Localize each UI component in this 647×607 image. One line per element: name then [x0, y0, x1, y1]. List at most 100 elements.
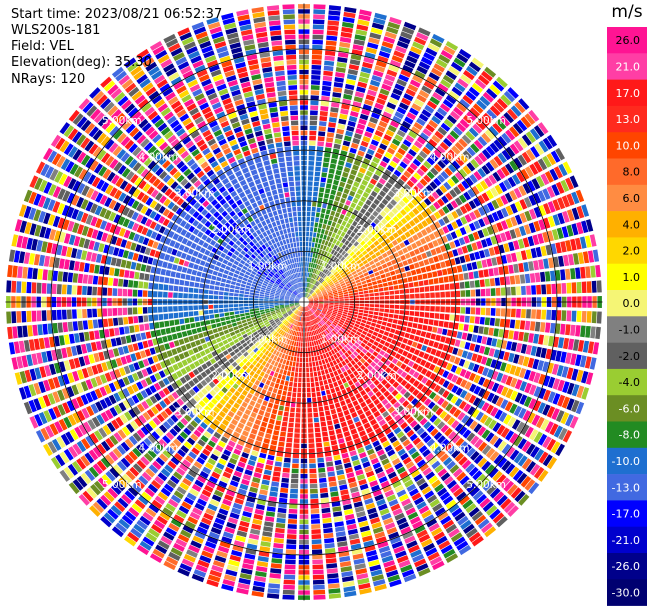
velocity-gate: [563, 337, 570, 350]
velocity-gate: [412, 275, 418, 281]
velocity-gate: [341, 571, 353, 578]
velocity-gate: [503, 265, 509, 275]
velocity-gate: [503, 480, 515, 492]
velocity-gate: [349, 278, 355, 283]
velocity-gate: [313, 286, 317, 291]
velocity-gate: [325, 45, 336, 51]
velocity-gate: [365, 170, 373, 178]
velocity-gate: [440, 261, 446, 269]
velocity-gate: [443, 276, 449, 283]
velocity-gate: [310, 351, 314, 357]
velocity-gate: [536, 284, 542, 295]
velocity-gate: [287, 427, 294, 433]
velocity-gate: [399, 355, 406, 362]
velocity-gate: [195, 339, 201, 346]
velocity-gate: [376, 279, 382, 284]
velocity-gate: [312, 201, 317, 207]
velocity-gate: [306, 267, 309, 272]
velocity-gate: [409, 176, 418, 184]
velocity-gate: [334, 273, 340, 278]
velocity-gate: [340, 176, 347, 183]
velocity-gate: [347, 236, 353, 242]
velocity-gate: [323, 234, 327, 240]
velocity-gate: [307, 181, 313, 186]
velocity-gate: [575, 354, 582, 367]
velocity-gate: [324, 405, 330, 411]
velocity-gate: [318, 296, 324, 299]
velocity-gate: [406, 55, 418, 64]
velocity-gate: [366, 342, 373, 348]
velocity-gate: [312, 285, 315, 290]
velocity-gate: [315, 311, 319, 316]
velocity-gate: [335, 67, 346, 73]
velocity-gate: [418, 27, 431, 37]
velocity-gate: [279, 358, 284, 364]
velocity-gate: [472, 197, 481, 207]
velocity-gate: [296, 408, 301, 413]
velocity-gate: [436, 237, 444, 245]
velocity-gate: [260, 484, 269, 491]
velocity-gate: [464, 254, 471, 262]
velocity-gate: [325, 415, 332, 421]
velocity-gate: [402, 321, 408, 326]
velocity-gate: [403, 391, 411, 399]
velocity-gate: [423, 80, 435, 90]
velocity-gate: [435, 188, 444, 197]
velocity-gate: [313, 232, 317, 238]
velocity-gate: [396, 106, 407, 115]
velocity-gate: [312, 346, 316, 352]
velocity-gate: [358, 309, 364, 313]
velocity-gate: [399, 331, 406, 337]
velocity-gate: [316, 291, 321, 294]
velocity-gate: [302, 322, 304, 327]
velocity-gate: [305, 293, 308, 298]
velocity-gate: [356, 318, 362, 322]
velocity-gate: [489, 435, 499, 446]
velocity-gate: [254, 419, 261, 426]
velocity-gate: [285, 360, 290, 366]
velocity-gate: [515, 251, 523, 261]
velocity-gate: [573, 253, 580, 265]
velocity-gate: [482, 227, 490, 237]
velocity-gate: [385, 230, 392, 237]
velocity-gate: [369, 243, 376, 250]
velocity-gate: [358, 336, 364, 342]
velocity-gate: [424, 361, 431, 369]
velocity-gate: [289, 498, 298, 504]
velocity-gate: [392, 319, 398, 324]
velocity-gate: [463, 70, 475, 81]
velocity-gate: [289, 376, 294, 382]
velocity-gate: [360, 265, 366, 271]
velocity-gate: [547, 215, 556, 228]
velocity-gate: [347, 419, 354, 426]
velocity-gate: [400, 379, 408, 387]
velocity-gate: [322, 517, 332, 524]
velocity-gate: [469, 316, 475, 324]
velocity-gate: [410, 269, 417, 276]
velocity-gate: [315, 432, 321, 438]
velocity-gate: [330, 440, 338, 446]
velocity-gate: [493, 454, 504, 465]
velocity-gate: [339, 305, 344, 307]
velocity-gate: [568, 338, 575, 350]
velocity-gate: [439, 351, 447, 359]
velocity-gate: [553, 425, 563, 438]
velocity-gate: [451, 221, 459, 230]
velocity-gate: [384, 106, 395, 115]
velocity-gate: [167, 334, 173, 342]
velocity-gate: [327, 279, 332, 284]
velocity-gate: [364, 307, 369, 311]
velocity-gate: [435, 350, 442, 358]
velocity-gate: [310, 377, 314, 383]
velocity-gate: [433, 201, 441, 210]
velocity-gate: [432, 326, 438, 333]
velocity-gate: [529, 321, 536, 331]
velocity-gate: [433, 255, 439, 263]
velocity-gate: [571, 191, 580, 205]
velocity-gate: [294, 372, 298, 377]
velocity-gate: [374, 233, 381, 240]
velocity-gate: [319, 260, 324, 266]
velocity-gate: [317, 197, 323, 203]
velocity-gate: [379, 143, 388, 151]
velocity-gate: [393, 373, 400, 380]
